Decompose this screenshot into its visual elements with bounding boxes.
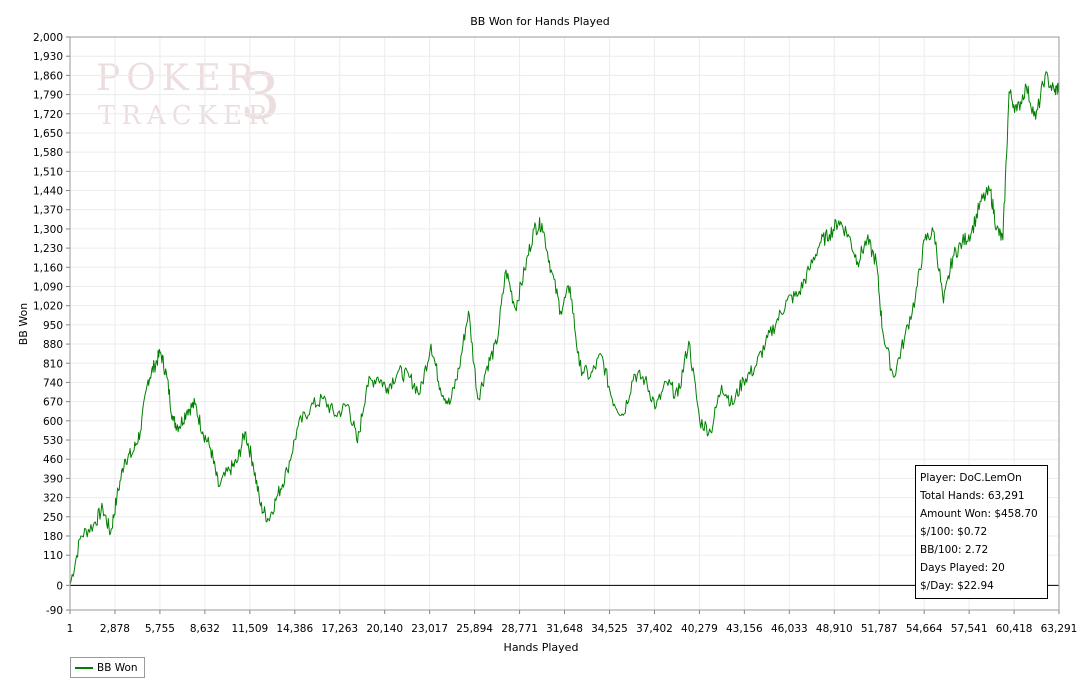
y-tick-label: 2,000 [33, 32, 63, 44]
plot-border [69, 36, 1060, 611]
y-axis: -90 0 110 180 250 320 390 460 530 600 670 740 810 880… [33, 32, 70, 617]
y-tick-label: 390 [43, 473, 63, 485]
stats-total-hands: Total Hands: 63,291 [920, 490, 1025, 502]
y-tick-label: 810 [43, 358, 63, 370]
x-axis-label: Hands Played [504, 641, 579, 654]
x-tick-label: 57,541 [951, 623, 988, 635]
stats-box: Player: DoC.LemOn Total Hands: 63,291 Am… [915, 465, 1048, 599]
x-tick-label: 20,140 [366, 623, 403, 635]
x-tick-label: 60,418 [996, 623, 1033, 635]
x-tick-label: 40,279 [681, 623, 718, 635]
y-tick-label: 0 [56, 580, 63, 592]
y-tick-label: 950 [43, 320, 63, 332]
series-lines [69, 71, 1060, 586]
series-line-bb-won [69, 71, 1060, 586]
x-tick-label: 63,291 [1041, 623, 1078, 635]
x-tick-label: 43,156 [726, 623, 763, 635]
x-tick-label: 1 [67, 623, 74, 635]
y-tick-label: 320 [43, 493, 63, 505]
x-tick-label: 25,894 [456, 623, 493, 635]
legend-swatch [75, 666, 93, 669]
y-tick-label: 1,580 [33, 147, 63, 159]
legend: BB Won [70, 657, 145, 678]
y-tick-label: 1,440 [33, 186, 63, 198]
y-tick-label: 1,930 [33, 51, 63, 63]
chart-title: BB Won for Hands Played [470, 15, 610, 28]
x-tick-label: 54,664 [906, 623, 943, 635]
legend-label: BB Won [97, 661, 138, 674]
x-tick-label: 8,632 [190, 623, 220, 635]
x-tick-label: 23,017 [411, 623, 448, 635]
stats-days-played: Days Played: 20 [920, 562, 1005, 574]
y-tick-label: 460 [43, 454, 63, 466]
y-tick-label: -90 [46, 605, 63, 617]
x-tick-label: 46,033 [771, 623, 808, 635]
y-tick-label: 1,230 [33, 243, 63, 255]
y-tick-label: 1,090 [33, 281, 63, 293]
y-tick-label: 1,860 [33, 70, 63, 82]
x-tick-label: 14,386 [276, 623, 313, 635]
watermark-digit: 3 [240, 60, 287, 134]
x-tick-label: 28,771 [501, 623, 538, 635]
watermark-poker: POKER [96, 58, 260, 99]
watermark-tracker: TRACKER [98, 101, 274, 131]
y-tick-label: 1,020 [33, 301, 63, 313]
x-axis: 1 2,878 5,755 8,632 11,509 14,386 17,263 20,140… [67, 610, 1078, 635]
y-tick-label: 110 [43, 550, 63, 562]
y-tick-label: 180 [43, 531, 63, 543]
x-tick-label: 17,263 [321, 623, 358, 635]
y-tick-label: 530 [43, 435, 63, 447]
stats-bb-per-100: BB/100: 2.72 [920, 544, 989, 556]
stats-dollars-per-day: $/Day: $22.94 [920, 580, 994, 592]
x-tick-label: 31,648 [546, 623, 583, 635]
y-tick-label: 250 [43, 512, 63, 524]
x-tick-label: 5,755 [145, 623, 175, 635]
y-tick-label: 1,160 [33, 262, 63, 274]
x-tick-label: 37,402 [636, 623, 673, 635]
y-axis-label: BB Won [17, 303, 30, 346]
y-tick-label: 1,720 [33, 109, 63, 121]
stats-amount-won: Amount Won: $458.70 [920, 508, 1038, 520]
x-tick-label: 11,509 [231, 623, 268, 635]
x-tick-label: 2,878 [100, 623, 130, 635]
x-tick-label: 51,787 [861, 623, 898, 635]
y-tick-label: 1,650 [33, 128, 63, 140]
y-tick-label: 1,510 [33, 166, 63, 178]
y-tick-label: 740 [43, 377, 63, 389]
y-tick-label: 1,370 [33, 205, 63, 217]
stats-dollars-per-100: $/100: $0.72 [920, 526, 988, 538]
y-tick-label: 880 [43, 339, 63, 351]
y-tick-label: 670 [43, 397, 63, 409]
x-tick-label: 48,910 [816, 623, 853, 635]
watermark-logo: POKER 3 TRACKER [96, 58, 287, 134]
y-tick-label: 1,790 [33, 90, 63, 102]
y-tick-label: 1,300 [33, 224, 63, 236]
y-tick-label: 600 [43, 416, 63, 428]
x-tick-label: 34,525 [591, 623, 628, 635]
stats-player: Player: DoC.LemOn [920, 472, 1022, 484]
